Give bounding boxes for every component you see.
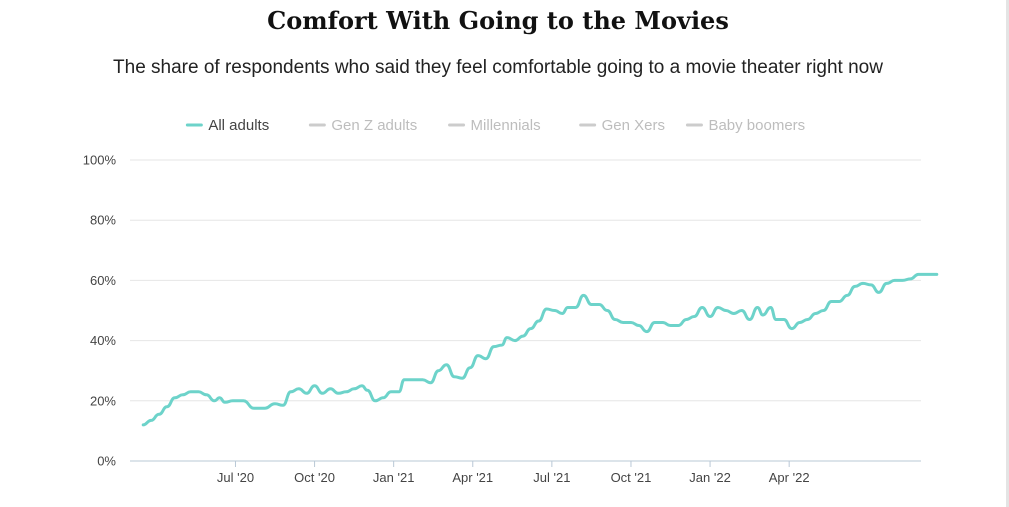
y-tick-label: 20% [90,393,116,408]
x-tick-label: Jan '22 [689,470,731,485]
legend-label: All adults [208,117,269,134]
legend-label: Gen Z adults [331,117,417,134]
x-tick-label: Oct '20 [294,470,335,485]
legend-label: Millennials [471,117,541,134]
chart-series [141,272,939,427]
x-tick-label: Oct '21 [611,470,652,485]
legend-label: Baby boomers [708,117,805,134]
x-tick-label: Jul '21 [533,470,570,485]
chart-legend: All adults Gen Z adults Millennials Gen Xer… [185,117,805,134]
y-tick-label: 0% [97,454,116,469]
x-axis: Jul '20 Oct '20 Jan '21 Apr '21 Jul '21 Oct '… [130,460,921,485]
legend-item-gen-xers[interactable]: Gen Xers [579,117,665,134]
chart-subtitle: The share of respondents who said they f… [113,57,883,78]
legend-item-millennials[interactable]: Millennials [448,117,541,134]
legend-item-gen-z-adults[interactable]: Gen Z adults [308,117,417,134]
legend-label: Gen Xers [602,117,665,134]
y-tick-label: 80% [90,213,116,228]
x-tick-label: Apr '22 [769,470,810,485]
y-tick-label: 40% [90,333,116,348]
y-tick-label: 100% [83,153,117,168]
page-edge-divider [1006,0,1009,507]
x-tick-label: Apr '21 [452,470,493,485]
y-tick-label: 60% [90,273,116,288]
legend-item-all-adults[interactable]: All adults [185,117,269,134]
chart-gridlines [130,159,921,402]
legend-item-baby-boomers[interactable]: Baby boomers [685,117,805,134]
chart-title: Comfort With Going to the Movies [267,6,729,35]
x-tick-label: Jul '20 [217,470,254,485]
y-axis-ticks: 0% 20% 40% 60% 80% 100% [83,153,117,469]
x-tick-label: Jan '21 [373,470,415,485]
series-line-all-adults [141,272,939,427]
